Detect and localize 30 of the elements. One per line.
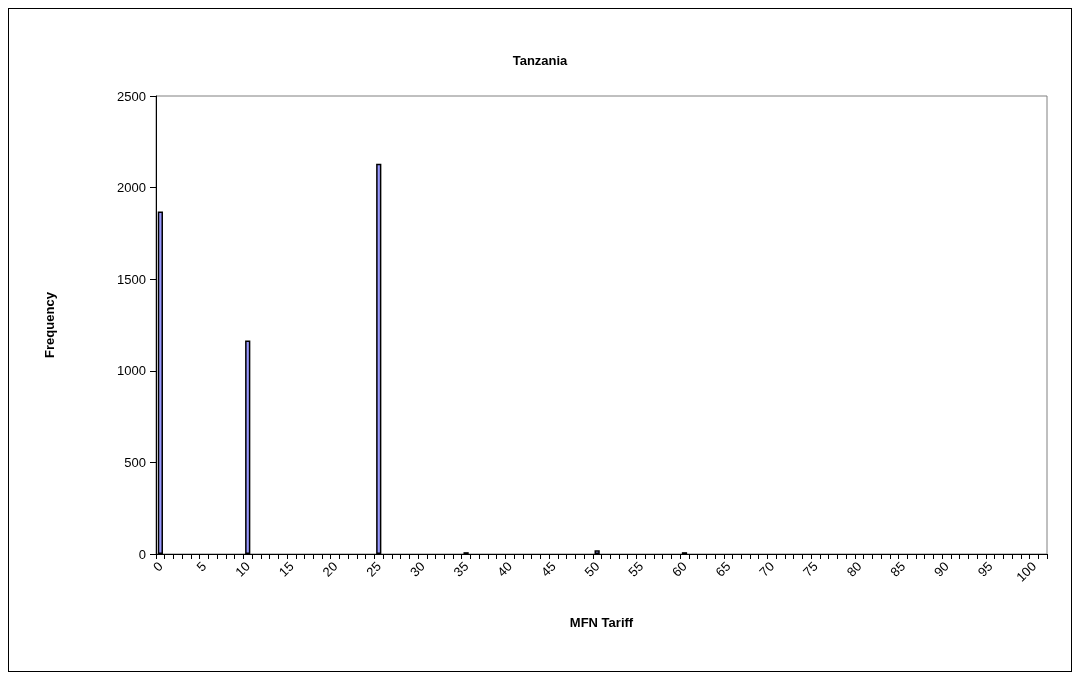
- x-tick-label: 90: [931, 558, 952, 580]
- x-tick-label: 50: [581, 558, 603, 580]
- x-tick-label: 60: [668, 558, 690, 580]
- x-tick-label: 40: [494, 558, 516, 580]
- x-tick-label: 10: [232, 558, 254, 580]
- y-tick-label: 0: [138, 546, 146, 562]
- x-tick-label: 85: [887, 558, 909, 580]
- x-tick-label: 45: [537, 558, 559, 580]
- y-tick-label: 1500: [117, 271, 146, 287]
- x-axis-title: MFN Tariff: [569, 615, 634, 630]
- y-axis-title: Frequency: [42, 291, 57, 358]
- x-tick-label: 15: [275, 558, 297, 580]
- y-tick-label: 2500: [117, 88, 146, 104]
- x-tick-label: 100: [1013, 558, 1040, 585]
- x-tick-label: 20: [319, 558, 341, 580]
- x-tick-label: 75: [799, 558, 821, 580]
- x-tick-label: 55: [625, 558, 647, 580]
- x-tick-label: 65: [712, 558, 734, 580]
- x-tick-label: 5: [193, 558, 210, 575]
- y-tick-label: 2000: [117, 180, 146, 196]
- x-tick-label: 70: [756, 558, 778, 580]
- x-tick-label: 25: [363, 558, 385, 580]
- x-tick-label: 80: [843, 558, 865, 580]
- chart-title: Tanzania: [512, 53, 569, 68]
- y-tick-label: 1000: [117, 363, 146, 379]
- y-tick-label: 500: [124, 454, 146, 470]
- x-tick-label: 30: [406, 558, 428, 580]
- x-tick-label: 95: [974, 558, 996, 580]
- x-tick-label: 35: [450, 558, 472, 580]
- x-tick-label: 0: [149, 558, 166, 575]
